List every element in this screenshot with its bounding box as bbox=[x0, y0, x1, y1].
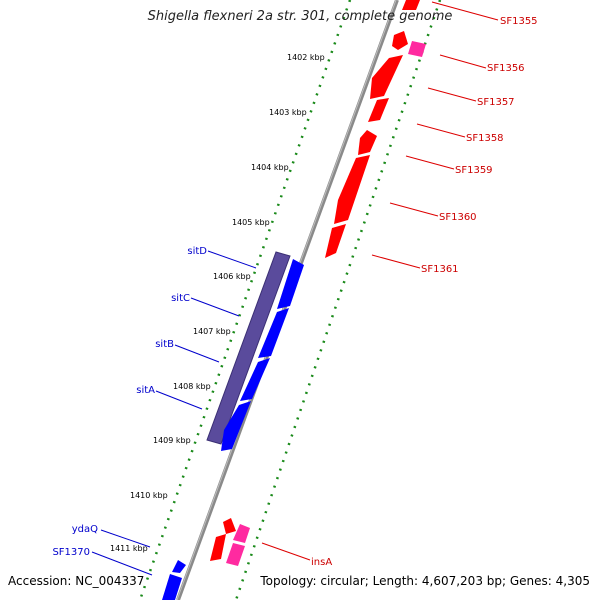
leader-line bbox=[439, 54, 487, 69]
tick-label: 1408 kbp bbox=[173, 382, 211, 391]
forward-gene-labels bbox=[261, 1, 499, 561]
gene-SF1356-arrow-b[interactable] bbox=[408, 41, 426, 57]
gene-label-SF1356[interactable]: SF1356 bbox=[487, 63, 525, 74]
tick-label: 1409 kbp bbox=[153, 436, 191, 445]
gene-label-SF1355[interactable]: SF1355 bbox=[500, 16, 538, 27]
gene-sitB-arrow[interactable] bbox=[240, 358, 270, 401]
gene-label-SF1359[interactable]: SF1359 bbox=[455, 165, 493, 176]
gene-label-SF1370[interactable]: SF1370 bbox=[52, 547, 90, 558]
gene-insA-arrow-c[interactable] bbox=[210, 534, 226, 561]
accession-label: Accession: NC_004337 bbox=[8, 574, 145, 588]
gene-label-sitC[interactable]: sitC bbox=[171, 293, 190, 304]
reverse-gene-label-texts: sitD sitC sitB sitA ydaQ SF1370 bbox=[52, 246, 207, 558]
gene-SF1360-arrow[interactable] bbox=[334, 155, 370, 224]
gene-insA-arrow-d[interactable] bbox=[226, 543, 245, 566]
tick-label: 1403 kbp bbox=[269, 108, 307, 117]
gene-label-SF1360[interactable]: SF1360 bbox=[439, 212, 477, 223]
gene-label-SF1358[interactable]: SF1358 bbox=[466, 133, 504, 144]
gene-label-sitB[interactable]: sitB bbox=[155, 339, 174, 350]
gene-label-SF1361[interactable]: SF1361 bbox=[421, 264, 459, 275]
leader-line bbox=[427, 87, 477, 102]
tick-label: 1411 kbp bbox=[110, 544, 148, 553]
gene-insA-arrow-b[interactable] bbox=[233, 524, 250, 543]
gene-label-ydaQ[interactable]: ydaQ bbox=[72, 524, 98, 535]
gene-ydaQ-arrow[interactable] bbox=[172, 560, 186, 573]
kbp-ticks: 1402 kbp 1403 kbp 1404 kbp 1405 kbp 1406… bbox=[110, 53, 325, 553]
tick-label: 1404 kbp bbox=[251, 163, 289, 172]
tick-label: 1405 kbp bbox=[232, 218, 270, 227]
genome-summary: Topology: circular; Length: 4,607,203 bp… bbox=[260, 574, 590, 588]
gene-SF1358-arrow[interactable] bbox=[368, 98, 389, 122]
gene-SF1355-arrow[interactable] bbox=[402, 0, 420, 10]
tick-label: 1410 kbp bbox=[130, 491, 168, 500]
leader-line bbox=[416, 123, 466, 138]
gene-sitD-arrow[interactable] bbox=[277, 259, 304, 309]
gene-insA-arrow-a[interactable] bbox=[223, 518, 236, 534]
gene-label-sitA[interactable]: sitA bbox=[136, 385, 155, 396]
forward-gene-label-texts: SF1355 SF1356 SF1357 SF1358 SF1359 SF136… bbox=[311, 16, 538, 568]
forward-strand-genes bbox=[210, 0, 426, 566]
gene-label-sitD[interactable]: sitD bbox=[187, 246, 207, 257]
leader-line bbox=[431, 1, 499, 21]
gene-sitA-arrow[interactable] bbox=[221, 401, 251, 451]
sit-operon-bar bbox=[206, 251, 291, 445]
gene-label-insA[interactable]: insA bbox=[311, 557, 332, 568]
gene-SF1370-arrow[interactable] bbox=[162, 574, 182, 600]
reverse-strand-genes bbox=[162, 251, 304, 600]
leader-line bbox=[207, 250, 257, 269]
tick-label: 1406 kbp bbox=[213, 272, 251, 281]
leader-line bbox=[405, 155, 455, 170]
gene-sitC-arrow[interactable] bbox=[258, 308, 289, 358]
gene-label-SF1357[interactable]: SF1357 bbox=[477, 97, 515, 108]
outer-tick-ring bbox=[234, 0, 442, 600]
gene-SF1356-arrow-a[interactable] bbox=[392, 31, 408, 50]
leader-line bbox=[261, 542, 311, 561]
leader-line bbox=[155, 390, 203, 410]
tick-label: 1407 kbp bbox=[193, 327, 231, 336]
tick-label: 1402 kbp bbox=[287, 53, 325, 62]
leader-line bbox=[190, 297, 240, 317]
leader-line bbox=[371, 254, 421, 269]
map-title: Shigella flexneri 2a str. 301, complete … bbox=[147, 9, 453, 24]
leader-line bbox=[100, 529, 151, 548]
leader-line bbox=[389, 202, 439, 217]
gene-SF1359-arrow[interactable] bbox=[358, 130, 377, 155]
leader-line bbox=[174, 344, 220, 363]
gene-SF1357-arrow[interactable] bbox=[370, 55, 403, 99]
reverse-gene-labels bbox=[91, 250, 257, 576]
leader-line bbox=[91, 551, 153, 576]
gene-SF1361-arrow[interactable] bbox=[325, 224, 346, 258]
